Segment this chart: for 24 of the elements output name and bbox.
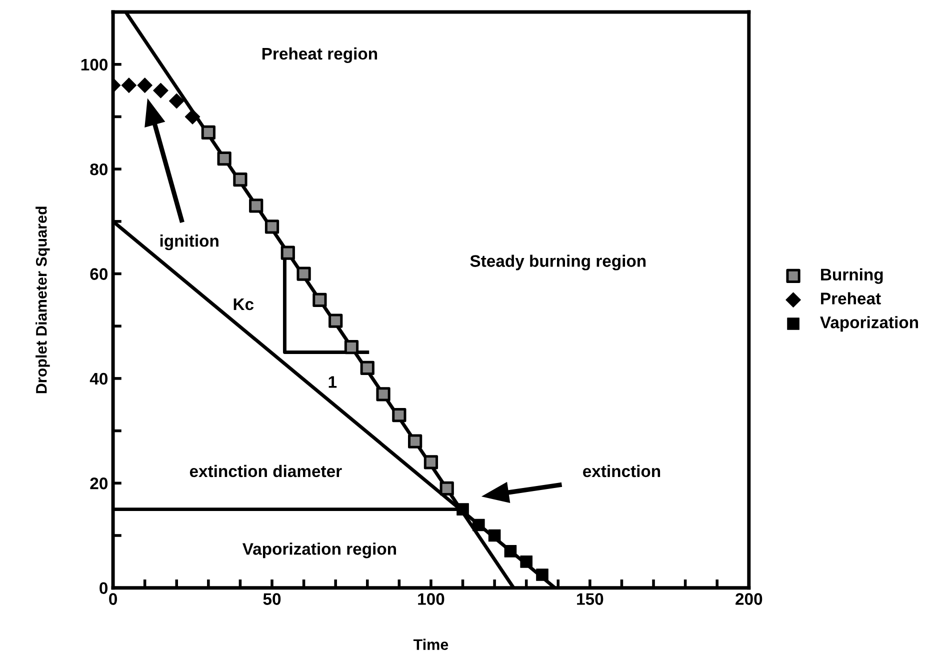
y-tick-label: 80 xyxy=(90,163,108,176)
x-tick-label: 50 xyxy=(263,593,281,605)
y-tick-label: 20 xyxy=(90,478,108,490)
annotation: Kc xyxy=(234,298,254,310)
y-tick-label: 60 xyxy=(90,268,108,280)
annotation: Vaporization region xyxy=(242,542,396,558)
x-tick-label: 150 xyxy=(577,593,604,605)
annotation: extinction diameter xyxy=(190,464,342,478)
x-axis-title: Time xyxy=(413,638,448,650)
x-tick-label: 100 xyxy=(418,593,444,605)
annotation: 1 xyxy=(328,376,337,388)
annotation: ignition xyxy=(160,234,218,250)
y-axis-title: Droplet Diameter Squared xyxy=(36,206,50,394)
y-tick-label: 0 xyxy=(100,582,108,594)
x-tick-label: 0 xyxy=(109,593,117,605)
annotation: extinction xyxy=(583,464,660,478)
annotation: Steady burning region xyxy=(470,254,646,270)
legend-label: Burning xyxy=(821,268,883,284)
y-tick-label: 40 xyxy=(90,372,108,385)
y-tick-label: 100 xyxy=(81,58,108,71)
legend-label: Vaporization xyxy=(820,316,918,332)
x-tick-label: 200 xyxy=(736,593,762,605)
annotation: Preheat region xyxy=(262,47,378,64)
legend-label: Preheat xyxy=(821,292,881,304)
